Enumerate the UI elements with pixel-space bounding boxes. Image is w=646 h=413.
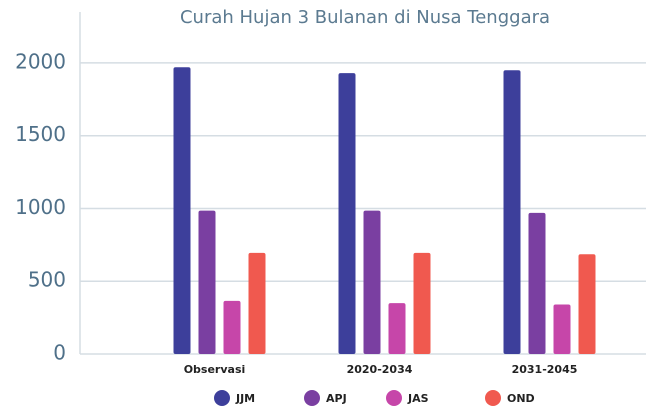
bar bbox=[528, 212, 546, 354]
y-tick-label: 1500 bbox=[15, 122, 66, 146]
y-tick-label: 2000 bbox=[15, 49, 66, 73]
y-tick-label: 0 bbox=[53, 341, 66, 365]
bar bbox=[388, 303, 406, 354]
bar bbox=[578, 254, 596, 354]
bar bbox=[413, 252, 431, 354]
legend-label: JAS bbox=[407, 392, 429, 405]
bar bbox=[248, 252, 266, 354]
bar bbox=[553, 304, 571, 354]
legend-swatch bbox=[386, 390, 402, 406]
bar bbox=[363, 210, 381, 354]
legend-swatch bbox=[485, 390, 501, 406]
chart-title: Curah Hujan 3 Bulanan di Nusa Tenggara bbox=[180, 7, 550, 28]
legend-swatch bbox=[214, 390, 230, 406]
legend-label: OND bbox=[507, 392, 535, 405]
bar bbox=[223, 300, 241, 354]
bar bbox=[338, 73, 356, 354]
bar bbox=[198, 210, 216, 354]
bar bbox=[503, 70, 521, 354]
legend-label: APJ bbox=[326, 392, 347, 405]
legend-swatch bbox=[304, 390, 320, 406]
legend-label: JJM bbox=[235, 392, 255, 405]
x-tick-label: 2020-2034 bbox=[347, 363, 413, 376]
y-tick-label: 500 bbox=[28, 268, 66, 292]
y-tick-label: 1000 bbox=[15, 195, 66, 219]
x-tick-label: 2031-2045 bbox=[512, 363, 578, 376]
x-tick-label: Observasi bbox=[184, 363, 246, 376]
bar bbox=[173, 67, 191, 354]
